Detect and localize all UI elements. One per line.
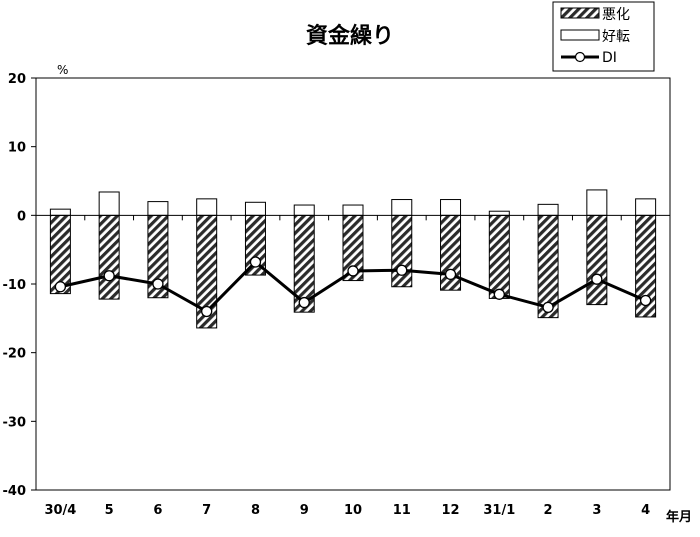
bar-improve [391,199,413,216]
legend-swatch-improve [560,29,600,41]
x-tick-label: 5 [105,503,114,518]
bar-improve [488,210,510,216]
bar-improve [537,203,559,216]
y-tick-label: -40 [3,484,27,499]
di-point [444,268,457,281]
x-tick-label: 10 [344,503,362,518]
y-tick-label: 0 [17,209,26,224]
di-point [493,288,505,300]
x-tick-label: 2 [544,503,553,518]
bar-worsen [391,214,413,288]
di-point [396,264,408,276]
y-tick-label: -20 [3,347,27,362]
x-tick-label: 31/1 [483,503,515,518]
y-tick-label: -10 [3,278,27,293]
x-tick-label: 8 [251,503,260,518]
di-point [201,305,213,318]
di-point [249,256,262,268]
plot-area-frame [35,77,671,491]
bar-improve [293,204,315,216]
x-axis-unit-label: 年月 [666,509,692,525]
legend-swatch-di-marker [574,51,586,63]
bar-improve [196,198,218,216]
di-point [347,265,359,277]
di-point [591,273,603,285]
bar-improve [635,198,657,216]
di-point [54,281,67,293]
bar-improve [586,189,608,216]
bar-improve [49,208,71,216]
di-point [152,278,164,290]
bar-improve [244,201,266,216]
legend-swatch-worsen [560,7,600,19]
legend-label-worsen: 悪化 [602,7,630,23]
di-point [298,296,310,309]
y-tick-label: 10 [8,141,26,156]
x-tick-label: 7 [202,503,211,518]
legend-label-improve: 好転 [602,29,630,45]
bar-improve [98,191,120,216]
y-tick-label: 20 [8,72,26,87]
chart-title: 資金繰り [306,23,394,49]
y-axis-unit-label: % [57,63,68,77]
y-tick-label: -30 [3,415,27,430]
legend: 悪化 好転 DI [552,1,655,72]
x-tick-label: 9 [300,503,309,518]
di-point [542,301,554,313]
bar-worsen [586,214,608,306]
di-point [103,270,115,282]
x-tick-label: 11 [393,503,411,518]
bar-improve [440,199,462,216]
bar-improve [342,204,364,216]
x-tick-label: 4 [641,503,650,518]
x-tick-label: 3 [592,503,601,518]
x-tick-label: 12 [441,503,459,518]
di-point [639,294,652,307]
bar-worsen [488,214,510,299]
bar-improve [147,201,169,216]
x-tick-label: 6 [153,503,162,518]
bar-worsen [98,214,120,300]
x-tick-label: 30/4 [44,503,76,518]
legend-label-di: DI [602,50,617,66]
